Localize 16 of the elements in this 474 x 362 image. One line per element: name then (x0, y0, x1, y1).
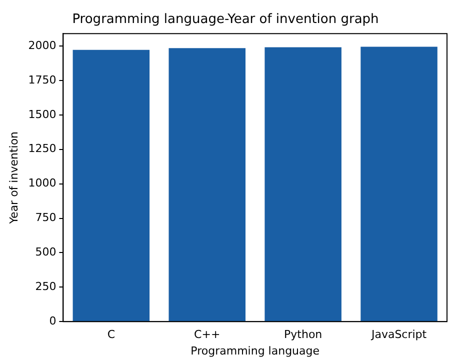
y-axis-title: Year of invention (7, 131, 20, 225)
x-axis-title: Programming language (190, 344, 320, 358)
x-tick-label: C++ (194, 328, 220, 342)
y-tick-label: 750 (35, 211, 56, 224)
y-tick-label: 500 (35, 246, 56, 259)
y-tick-label: 2000 (28, 38, 56, 52)
y-tick-label: 1000 (28, 176, 56, 190)
x-tick-label: JavaScript (370, 328, 428, 342)
chart-title: Programming language-Year of invention graph (72, 12, 379, 28)
y-tick-label: 0 (49, 314, 56, 328)
x-tick-label: Python (284, 328, 322, 342)
y-tick-label: 1250 (28, 142, 56, 156)
y-tick-label: 1500 (28, 108, 56, 121)
y-tick-label: 1750 (28, 73, 56, 86)
x-tick-label: C (107, 328, 116, 342)
y-tick-label: 250 (35, 280, 56, 294)
